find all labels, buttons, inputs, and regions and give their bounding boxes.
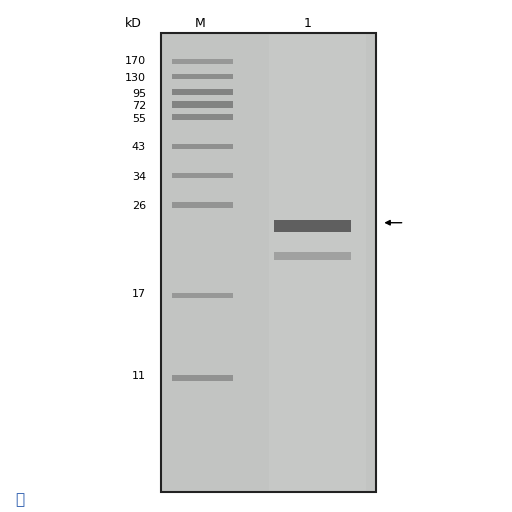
Text: 170: 170 bbox=[125, 56, 146, 67]
Bar bbox=[172, 173, 233, 178]
Bar bbox=[161, 33, 376, 492]
Bar bbox=[172, 375, 233, 381]
Text: Ⓐ: Ⓐ bbox=[15, 492, 25, 507]
Bar bbox=[172, 101, 233, 108]
Text: 34: 34 bbox=[132, 172, 146, 182]
Bar bbox=[274, 252, 351, 260]
Text: 55: 55 bbox=[132, 114, 146, 124]
Text: 43: 43 bbox=[132, 142, 146, 153]
Text: 11: 11 bbox=[132, 371, 146, 381]
Text: 1: 1 bbox=[303, 16, 311, 30]
Text: kD: kD bbox=[125, 16, 141, 30]
Text: 72: 72 bbox=[132, 101, 146, 111]
Bar bbox=[172, 89, 233, 95]
Bar bbox=[172, 293, 233, 298]
Text: 130: 130 bbox=[125, 73, 146, 83]
Bar bbox=[269, 33, 366, 492]
Bar bbox=[172, 74, 233, 78]
Bar bbox=[172, 114, 233, 120]
Text: 17: 17 bbox=[132, 289, 146, 300]
Bar bbox=[172, 143, 233, 150]
Text: 95: 95 bbox=[132, 89, 146, 99]
Bar bbox=[274, 220, 351, 232]
Bar bbox=[172, 59, 233, 64]
Bar bbox=[161, 33, 376, 492]
Bar bbox=[172, 202, 233, 208]
Text: 26: 26 bbox=[132, 201, 146, 211]
Text: M: M bbox=[195, 16, 205, 30]
